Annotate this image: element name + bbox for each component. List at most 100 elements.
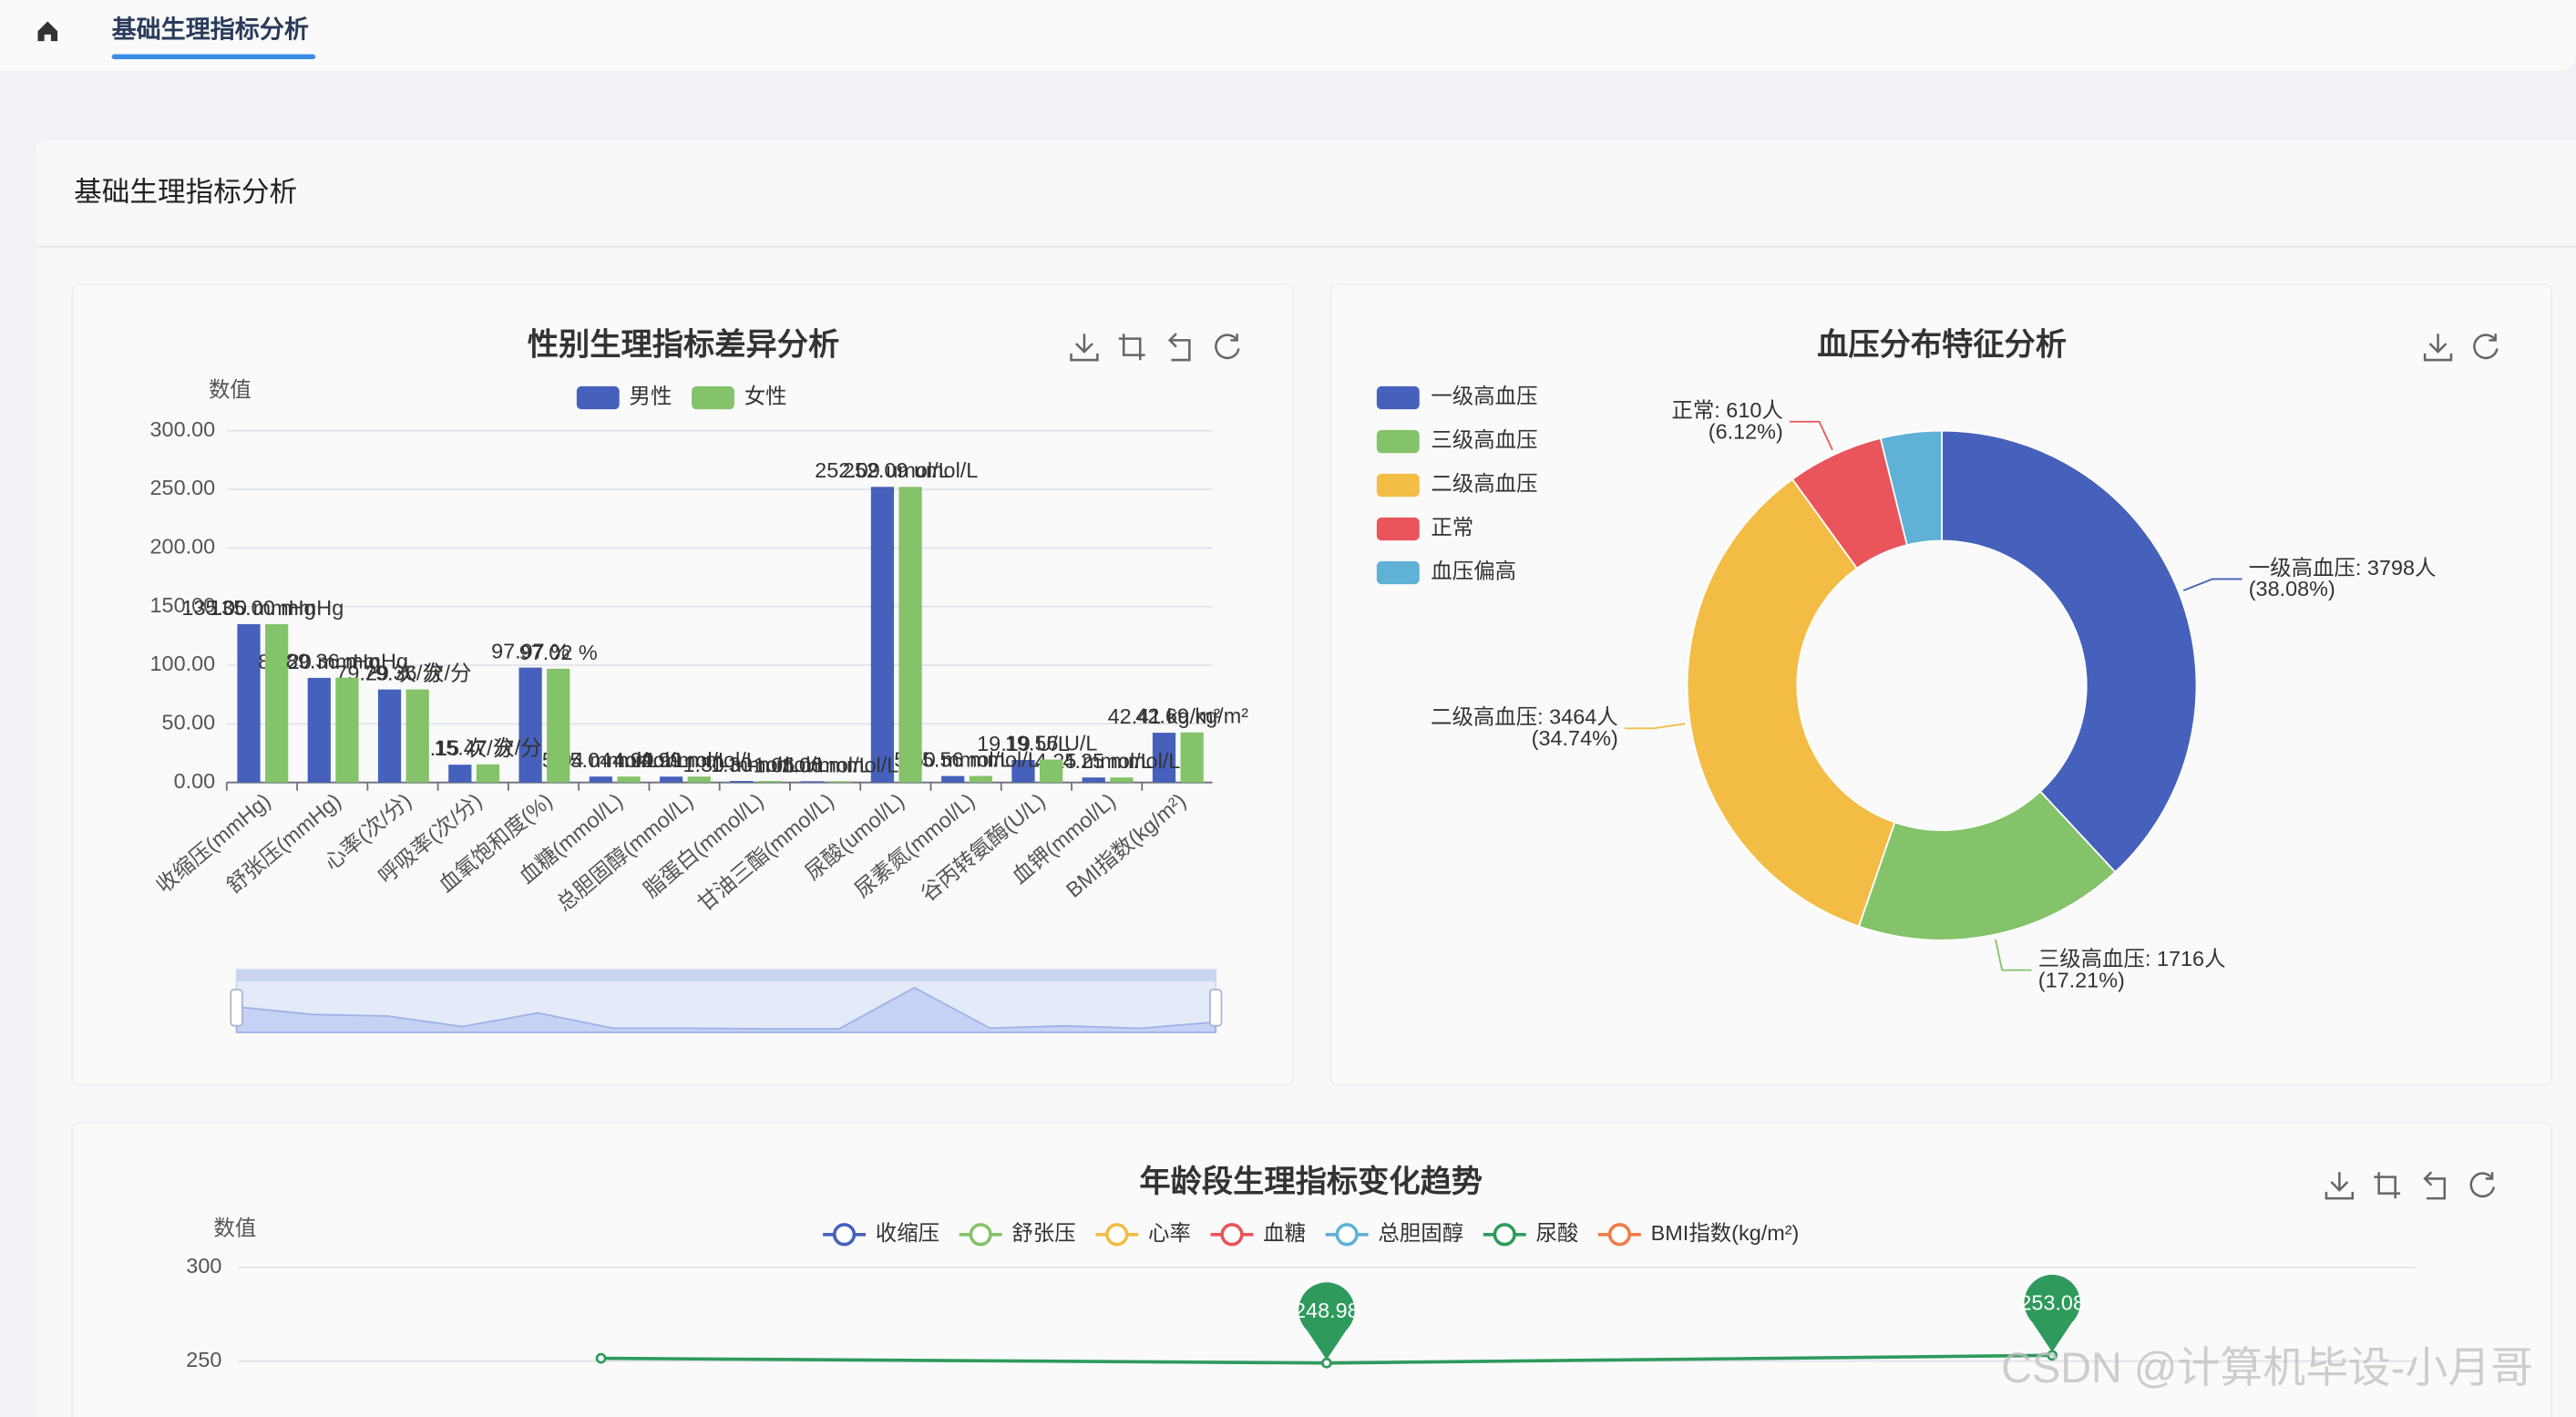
chart-title: 血压分布特征分析 xyxy=(1817,328,2067,363)
point[interactable] xyxy=(595,1352,607,1364)
bar xyxy=(405,689,429,783)
pie-slice[interactable] xyxy=(1686,477,1896,928)
y-tick-label: 0.00 xyxy=(174,769,216,793)
bar xyxy=(476,764,500,783)
bar xyxy=(307,677,331,783)
slice-label: 一级高血压: 3798人 xyxy=(2249,556,2437,580)
icon xyxy=(2423,1171,2447,1200)
toolbox-restore[interactable] xyxy=(2469,1172,2496,1198)
legend-item[interactable]: 血糖 xyxy=(1210,1221,1307,1247)
breadcrumb-underline xyxy=(111,54,316,59)
bar xyxy=(518,667,542,783)
legend-label: 三级高血压 xyxy=(1431,428,1537,452)
bar xyxy=(969,775,992,783)
legend-label: 收缩压 xyxy=(876,1221,939,1245)
legend-marker xyxy=(1607,1223,1632,1247)
legend-item[interactable]: 收缩压 xyxy=(823,1221,939,1247)
chart-title: 年龄段生理指标变化趋势 xyxy=(1139,1164,1483,1199)
legend-label: BMI指数(kg/m²) xyxy=(1651,1221,1800,1245)
toolbox-back[interactable] xyxy=(2423,1171,2447,1200)
legend-item[interactable]: 一级高血压 xyxy=(1376,385,1538,410)
icon xyxy=(1118,334,1145,361)
home-icon[interactable] xyxy=(37,21,58,42)
legend-label: 女性 xyxy=(744,385,787,408)
legend-item[interactable]: 正常 xyxy=(1376,516,1473,541)
legend-item[interactable]: 男性 xyxy=(576,385,672,410)
slice-percent: (6.12%) xyxy=(1709,420,1783,444)
toolbox-restore[interactable] xyxy=(2473,334,2499,360)
slice-percent: (17.21%) xyxy=(2038,968,2125,991)
watermark: CSDN @计算机毕设-小月哥 xyxy=(2001,1344,2533,1391)
data-label: 79.36 次/分 xyxy=(364,662,472,685)
label-line xyxy=(1995,939,2032,971)
legend-swatch xyxy=(576,385,620,410)
legend-marker xyxy=(969,1223,992,1247)
legend-item[interactable]: 二级高血压 xyxy=(1376,472,1538,498)
pie-slice[interactable] xyxy=(1941,429,2198,874)
data-label: 15.47 次/分 xyxy=(434,736,542,760)
pie-slice[interactable] xyxy=(1857,790,2117,941)
legend-swatch xyxy=(1376,517,1420,541)
point[interactable] xyxy=(1321,1357,1332,1369)
y-tick-label: 250.00 xyxy=(150,476,216,499)
legend-label: 一级高血压 xyxy=(1431,385,1537,408)
bar xyxy=(589,776,612,783)
legend-label: 正常 xyxy=(1431,516,1473,539)
icon xyxy=(2374,1172,2401,1199)
slice-label: 三级高血压: 1716人 xyxy=(2038,947,2226,970)
data-label: 19.19 U/L xyxy=(977,732,1070,755)
legend-item[interactable]: 血压偏高 xyxy=(1376,560,1516,585)
legend-item[interactable]: 尿酸 xyxy=(1483,1221,1579,1247)
data-label: 4.99 mmol/L xyxy=(641,748,758,772)
legend-label: 二级高血压 xyxy=(1431,472,1537,496)
toolbox-download[interactable] xyxy=(2325,1172,2355,1200)
pie-slice[interactable] xyxy=(1879,429,1943,547)
mark-pin xyxy=(2024,1274,2080,1352)
icon xyxy=(2325,1172,2355,1200)
legend-marker xyxy=(1105,1223,1129,1247)
data-label: 97.97 % xyxy=(491,640,570,663)
bar xyxy=(377,689,402,783)
data-label: 1.30 mmol/L xyxy=(682,753,800,776)
mark-pin-label: 248.98 xyxy=(1294,1299,1360,1322)
slice-label: 正常: 610人 xyxy=(1671,398,1782,422)
legend-label: 心率 xyxy=(1148,1221,1191,1245)
legend-label: 血糖 xyxy=(1263,1221,1306,1245)
mark-pin xyxy=(1298,1282,1355,1361)
legend-item[interactable]: 女性 xyxy=(692,385,787,410)
bar xyxy=(1082,777,1105,783)
legend-swatch xyxy=(1376,560,1420,585)
legend-item[interactable]: 三级高血压 xyxy=(1376,428,1538,454)
toolbox-back[interactable] xyxy=(1167,333,1191,362)
data-label: 89.36 mmHg xyxy=(286,650,408,673)
toolbox-zoom[interactable] xyxy=(1118,334,1145,361)
y-tick-label: 200.00 xyxy=(150,534,216,558)
slice-percent: (34.74%) xyxy=(1532,726,1618,750)
bar xyxy=(828,781,852,783)
datazoom-handle[interactable] xyxy=(230,989,243,1027)
datazoom-handle[interactable] xyxy=(1208,989,1223,1027)
legend-label: 男性 xyxy=(630,385,672,408)
legend-label: 血压偏高 xyxy=(1431,560,1516,583)
legend-item[interactable]: 总胆固醇 xyxy=(1325,1221,1463,1247)
data-label: 42.69 kg/m² xyxy=(1135,704,1248,728)
datazoom-bar[interactable] xyxy=(236,970,1216,981)
toolbox-download[interactable] xyxy=(1070,334,1099,362)
toolbox-download[interactable] xyxy=(2423,334,2453,362)
toolbox-zoom[interactable] xyxy=(2374,1172,2401,1199)
legend-item[interactable]: BMI指数(kg/m²) xyxy=(1597,1221,1800,1247)
y-tick-label: 50.00 xyxy=(162,711,216,734)
toolbox-restore[interactable] xyxy=(1215,334,1240,360)
legend-swatch xyxy=(1376,385,1420,410)
legend-swatch xyxy=(1376,473,1420,498)
bar xyxy=(547,668,570,783)
icon xyxy=(2473,334,2499,360)
bar xyxy=(687,776,711,783)
legend-item[interactable]: 舒张压 xyxy=(959,1221,1076,1247)
data-label: 135.00 mmHg xyxy=(181,596,315,620)
legend-item[interactable]: 心率 xyxy=(1095,1221,1191,1247)
y-axis-label: 数值 xyxy=(213,1217,256,1240)
breadcrumb[interactable]: 基础生理指标分析 xyxy=(112,15,309,43)
legend-swatch xyxy=(1376,429,1420,454)
